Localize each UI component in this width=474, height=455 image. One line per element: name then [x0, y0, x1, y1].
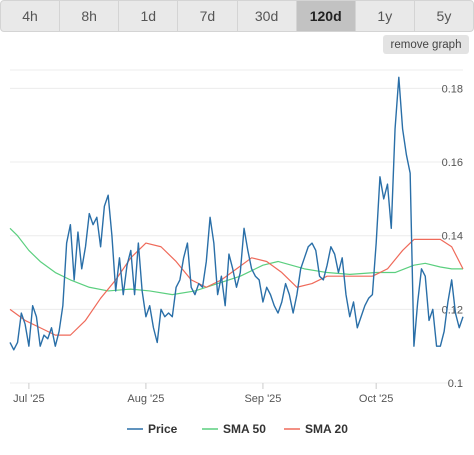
- tab-4h[interactable]: 4h: [1, 1, 61, 31]
- y-tick-label: 0.1: [448, 378, 463, 390]
- series-line-sma-50: [9, 227, 463, 296]
- x-tick-label: Jul '25: [13, 393, 44, 405]
- legend-label: Price: [148, 422, 178, 436]
- tab-8h[interactable]: 8h: [60, 1, 120, 31]
- y-tick-label: 0.16: [442, 157, 463, 169]
- timeframe-tabs: 4h 8h 1d 7d 30d 120d 1y 5y: [0, 0, 474, 32]
- legend-label: SMA 20: [305, 422, 348, 436]
- legend-item-price: Price: [127, 422, 178, 436]
- series-line-sma-20: [9, 238, 464, 336]
- y-tick-label: 0.18: [442, 83, 463, 95]
- tab-1d[interactable]: 1d: [119, 1, 179, 31]
- legend-item-sma-50: SMA 50: [202, 422, 266, 436]
- tab-5y[interactable]: 5y: [436, 8, 452, 24]
- series-line-price: [9, 76, 464, 351]
- tab-30d[interactable]: 30d: [238, 1, 297, 31]
- tab-1y[interactable]: 1y: [356, 1, 415, 31]
- remove-graph-button[interactable]: remove graph: [383, 35, 469, 54]
- x-tick-label: Aug '25: [127, 393, 164, 405]
- y-tick-label: 0.12: [442, 304, 463, 316]
- x-tick-label: Oct '25: [359, 393, 394, 405]
- legend-item-sma-20: SMA 20: [284, 422, 348, 436]
- tab-120d[interactable]: 120d: [296, 1, 356, 31]
- y-tick-label: 0.14: [442, 231, 463, 243]
- x-tick-label: Sep '25: [244, 393, 281, 405]
- legend-label: SMA 50: [223, 422, 266, 436]
- tab-7d[interactable]: 7d: [178, 1, 238, 31]
